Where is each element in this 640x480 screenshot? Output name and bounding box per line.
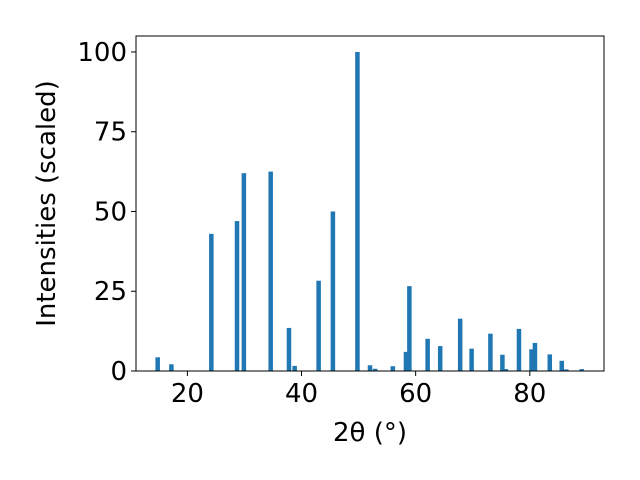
bars-group — [155, 51, 584, 371]
bar — [292, 365, 297, 371]
bar — [155, 357, 160, 371]
x-tick-label: 80 — [513, 379, 546, 409]
bar — [500, 354, 505, 371]
bar — [564, 369, 569, 371]
bar — [286, 327, 292, 371]
x-tick-label: 20 — [171, 379, 204, 409]
y-tick-label: 100 — [77, 38, 127, 68]
bar — [488, 333, 493, 371]
bar — [390, 366, 396, 371]
bar — [559, 360, 565, 371]
bar — [547, 354, 553, 371]
bar — [372, 368, 378, 371]
x-axis-ticks: 20 40 60 80 — [171, 371, 546, 409]
bar — [367, 365, 373, 371]
bar — [579, 369, 584, 371]
bar — [316, 280, 321, 371]
bar — [437, 346, 443, 371]
y-tick-label: 50 — [94, 197, 127, 227]
bar — [425, 338, 430, 371]
bar — [516, 328, 522, 371]
x-tick-label: 60 — [399, 379, 432, 409]
plot-frame — [135, 35, 605, 372]
x-axis-label: 2θ (°) — [333, 418, 407, 448]
bar — [403, 351, 409, 371]
y-tick-label: 75 — [94, 118, 127, 148]
y-tick-label: 0 — [110, 357, 127, 387]
y-axis-label: Intensities (scaled) — [32, 80, 62, 327]
bar — [529, 349, 534, 371]
y-tick-label: 25 — [94, 277, 127, 307]
bar — [268, 171, 273, 371]
bar — [234, 221, 240, 371]
x-tick-label: 40 — [285, 379, 318, 409]
bar — [532, 342, 538, 371]
bar — [355, 51, 360, 371]
bar — [330, 211, 336, 371]
bar — [169, 364, 174, 371]
bar — [503, 369, 509, 371]
bar — [209, 233, 214, 371]
bar — [407, 286, 412, 371]
bar — [469, 348, 474, 371]
bar — [241, 173, 247, 371]
y-axis-ticks: 0 25 50 75 100 — [77, 38, 136, 387]
bar — [457, 318, 463, 371]
